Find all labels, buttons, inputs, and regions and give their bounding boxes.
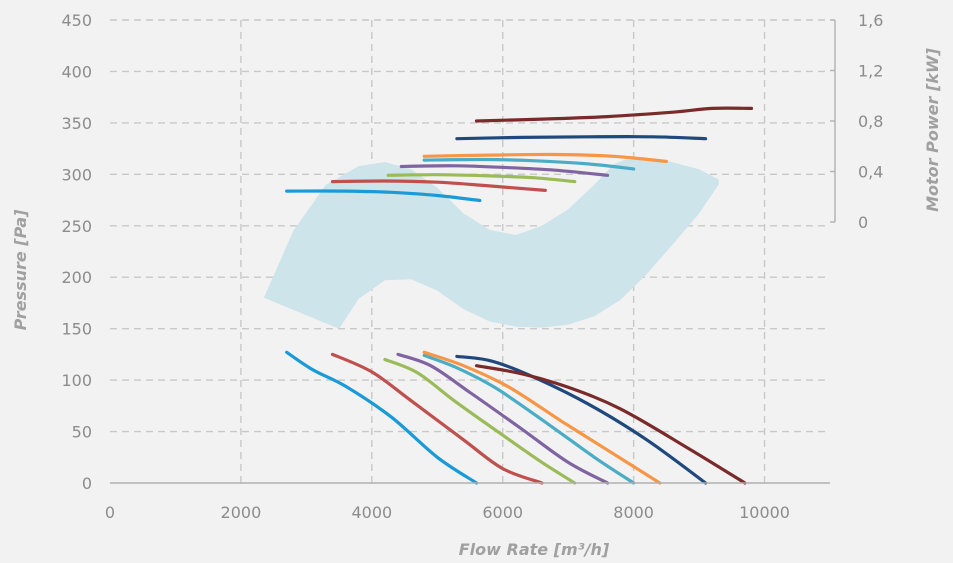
pressure-curve-5 <box>422 353 636 485</box>
pressure-curves <box>285 350 747 485</box>
pressure-curve-7 <box>455 354 708 485</box>
power-curve-7 <box>455 135 708 141</box>
y-tick-label: 50 <box>72 423 92 442</box>
x-axis-title: Flow Rate [m³/h] <box>459 540 610 559</box>
y-tick-label: 450 <box>61 11 92 30</box>
x-tick-label: 8000 <box>613 503 654 522</box>
y-tick-label: 300 <box>61 165 92 184</box>
y2-tick-label: 1,2 <box>858 62 883 81</box>
motor-power-curves <box>285 106 754 203</box>
y2-tick-label: 0 <box>858 213 868 232</box>
pressure-curve-6 <box>422 350 662 485</box>
y-tick-label: 200 <box>61 268 92 287</box>
x-tick-label: 10000 <box>739 503 790 522</box>
power-curve-5 <box>422 157 636 171</box>
x-tick-label: 4000 <box>351 503 392 522</box>
power-curve-8 <box>474 106 754 123</box>
power-curve-1 <box>285 189 482 203</box>
y-tick-label: 0 <box>82 474 92 493</box>
y2-tick-label: 0,8 <box>858 112 883 131</box>
axes: 0 2000 4000 6000 8000 10000050100150200250300… <box>61 11 883 522</box>
y-tick-label: 350 <box>61 114 92 133</box>
pressure-curve-1 <box>285 350 479 485</box>
power-curve-4 <box>399 164 610 177</box>
y2-tick-label: 0,4 <box>858 163 883 182</box>
y-tick-label: 250 <box>61 217 92 236</box>
operating-region <box>263 158 719 329</box>
y2-axis-title: Motor Power [kW] <box>923 47 942 211</box>
power-curve-2 <box>330 179 547 192</box>
x-tick-label: 2000 <box>221 503 262 522</box>
pressure-curve-4 <box>396 352 610 485</box>
power-curve-6 <box>422 152 668 163</box>
y-tick-label: 400 <box>61 62 92 81</box>
pressure-curve-8 <box>474 364 747 485</box>
y2-tick-label: 1,6 <box>858 11 883 30</box>
x-tick-label: 0 <box>105 503 115 522</box>
y-tick-label: 150 <box>61 320 92 339</box>
power-curve-3 <box>386 173 577 184</box>
y-axis-title: Pressure [Pa] <box>11 209 30 331</box>
pressure-curve-2 <box>330 352 544 485</box>
pressure-curve-3 <box>383 357 577 485</box>
y-tick-label: 100 <box>61 371 92 390</box>
x-tick-label: 6000 <box>482 503 523 522</box>
